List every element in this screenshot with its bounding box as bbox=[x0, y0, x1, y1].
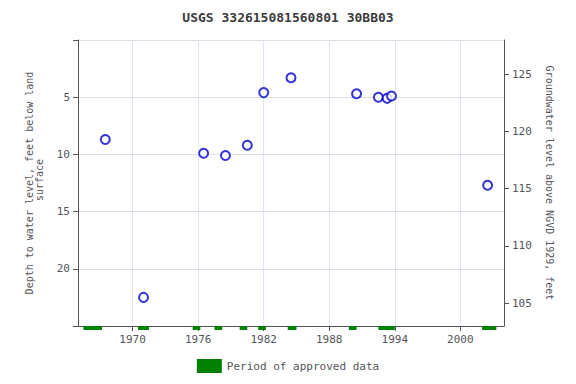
svg-text:120: 120 bbox=[512, 125, 532, 138]
svg-text:2000: 2000 bbox=[447, 333, 474, 346]
svg-text:1988: 1988 bbox=[316, 333, 343, 346]
svg-text:1976: 1976 bbox=[185, 333, 212, 346]
svg-text:1994: 1994 bbox=[382, 333, 409, 346]
svg-text:115: 115 bbox=[512, 182, 532, 195]
svg-text:Period of approved data: Period of approved data bbox=[227, 360, 379, 373]
svg-text:15: 15 bbox=[57, 205, 70, 218]
svg-text:1970: 1970 bbox=[119, 333, 146, 346]
svg-text:Groundwater level above NGVD 1: Groundwater level above NGVD 1929, feet bbox=[544, 66, 555, 301]
svg-text:USGS 332615081560801 30BB03: USGS 332615081560801 30BB03 bbox=[182, 10, 393, 25]
svg-text:1982: 1982 bbox=[250, 333, 277, 346]
svg-text:surface: surface bbox=[34, 159, 45, 207]
svg-text:125: 125 bbox=[512, 68, 532, 81]
svg-text:5: 5 bbox=[63, 91, 70, 104]
svg-text:10: 10 bbox=[57, 148, 70, 161]
svg-text:110: 110 bbox=[512, 239, 532, 252]
svg-text:Depth to water level, feet bel: Depth to water level, feet below land bbox=[23, 71, 35, 295]
svg-text:105: 105 bbox=[512, 297, 532, 310]
svg-text:20: 20 bbox=[57, 262, 70, 275]
